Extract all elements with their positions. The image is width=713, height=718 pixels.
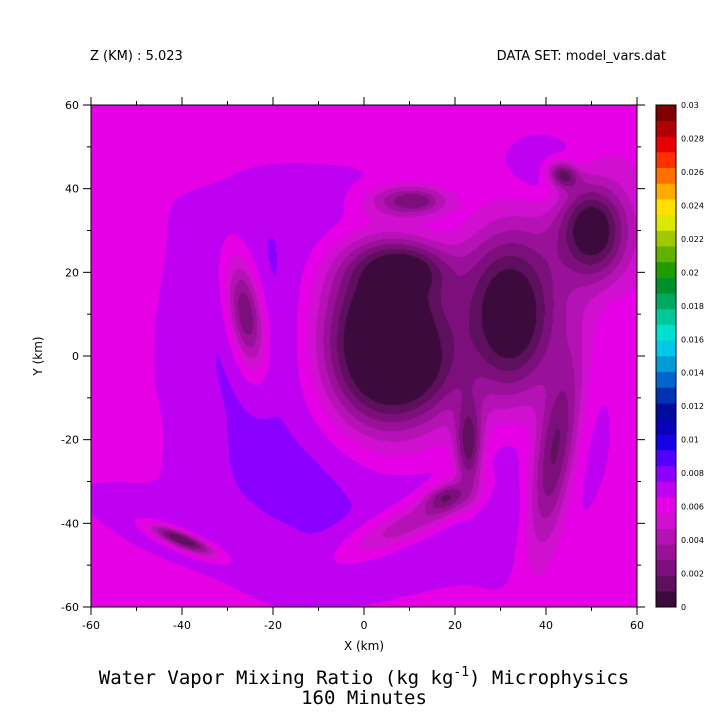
colorbar-swatch [656, 246, 676, 263]
axes: -60 -40 -20 0 20 40 60 -60 -40 -20 0 20 40 60 [61, 97, 645, 632]
chart-title-line-2: 160 Minutes [301, 687, 427, 709]
colorbar-swatch [656, 544, 676, 561]
y-tick-label: 40 [65, 183, 79, 196]
colorbar-tick-label: 0.02 [681, 268, 699, 277]
colorbar-swatch [656, 418, 676, 435]
colorbar-tick-label: 0.006 [681, 503, 704, 512]
plot-area [90, 104, 638, 608]
colorbar-tick-label: 0.012 [681, 402, 704, 411]
y-tick-label: 20 [65, 266, 79, 279]
chart-title-line-1: Water Vapor Mixing Ratio (kg kg-1) Micro… [99, 665, 629, 689]
x-tick-label: -20 [264, 619, 282, 632]
colorbar-tick-label: 0.016 [681, 335, 704, 344]
colorbar-tick-label: 0.014 [681, 369, 704, 378]
colorbar-swatch [656, 403, 676, 420]
colorbar-swatch [656, 261, 676, 278]
y-tick-label: 0 [72, 350, 79, 363]
y-axis-label: Y (km) [31, 336, 45, 376]
colorbar-swatch [656, 167, 676, 184]
colorbar-swatch [656, 481, 676, 498]
colorbar-tick-label: 0.028 [681, 134, 704, 143]
colorbar-tick-label: 0.018 [681, 302, 704, 311]
colorbar-swatch [656, 465, 676, 482]
y-tick-label: -60 [61, 601, 79, 614]
colorbar-swatch [656, 183, 676, 200]
colorbar-tick-label: 0.022 [681, 235, 704, 244]
title-rest: ) Microphysics [469, 667, 629, 689]
colorbar-swatch [656, 308, 676, 325]
colorbar-tick-label: 0 [681, 603, 686, 612]
y-tick-label: 60 [65, 99, 79, 112]
colorbar-tick-label: 0.008 [681, 469, 704, 478]
z-level-label: Z (KM) : 5.023 [90, 49, 183, 64]
colorbar-swatch [656, 230, 676, 247]
y-tick-label: -40 [61, 517, 79, 530]
colorbar-swatch [656, 136, 676, 153]
x-tick-label: 0 [361, 619, 368, 632]
x-tick-label: -60 [82, 619, 100, 632]
colorbar-tick-label: 0.002 [681, 570, 704, 579]
colorbar-swatch [656, 387, 676, 404]
colorbar-tick-label: 0.024 [681, 201, 704, 210]
x-tick-label: 20 [448, 619, 462, 632]
colorbar-swatch [656, 591, 676, 608]
colorbar: 0 0.002 0.004 0.006 0.008 0.01 0.012 0.014 0.016… [655, 101, 704, 612]
colorbar-swatch [656, 293, 676, 310]
colorbar-frame [655, 104, 677, 608]
colorbar-swatch [656, 559, 676, 576]
colorbar-swatch [656, 152, 676, 169]
colorbar-tick-label: 0.026 [681, 168, 704, 177]
colorbar-swatch [656, 450, 676, 467]
colorbar-swatch [656, 528, 676, 545]
x-tick-label: -40 [173, 619, 191, 632]
colorbar-swatch [656, 434, 676, 451]
colorbar-swatch [656, 340, 676, 357]
colorbar-swatch [656, 356, 676, 372]
x-tick-label: 60 [630, 619, 644, 632]
colorbar-swatch [656, 214, 676, 231]
colorbar-swatch [656, 277, 676, 294]
colorbar-tick-label: 0.01 [681, 436, 699, 445]
dataset-label: DATA SET: model_vars.dat [497, 49, 666, 64]
colorbar-tick-label: 0.004 [681, 536, 704, 545]
colorbar-swatch [656, 497, 676, 514]
x-axis-label: X (km) [344, 639, 384, 653]
colorbar-swatch [656, 105, 676, 121]
colorbar-swatch [656, 575, 676, 592]
colorbar-tick-label: 0.03 [681, 101, 699, 110]
colorbar-swatch [656, 199, 676, 216]
title-main: Water Vapor Mixing Ratio (kg kg [99, 667, 454, 689]
colorbar-swatch [656, 512, 676, 529]
title-superscript: -1 [453, 665, 469, 680]
y-tick-label: -20 [61, 434, 79, 447]
contour-fill [91, 105, 637, 607]
colorbar-swatch [656, 324, 676, 341]
x-tick-label: 40 [539, 619, 553, 632]
colorbar-swatch [656, 120, 676, 137]
colorbar-swatch [656, 371, 676, 388]
